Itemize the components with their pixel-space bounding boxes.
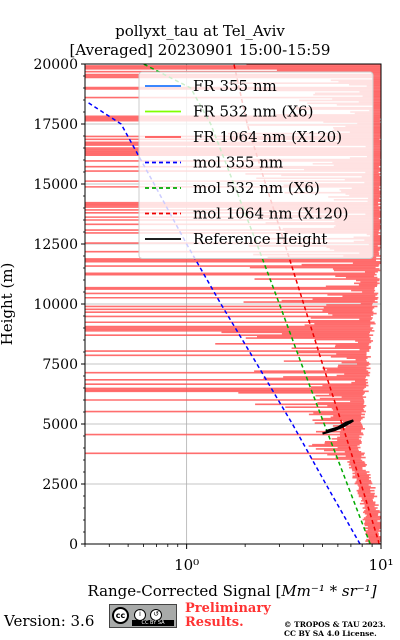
legend-label: mol 532 nm (X6) xyxy=(193,179,320,197)
version-label: Version: 3.6 xyxy=(4,612,95,630)
tick-layer: 0 2500 5000 7500 10000 12500 15000 17500 20000 10… xyxy=(33,57,393,574)
x-axis-label-exponent: ⁻¹ * sr⁻¹] xyxy=(311,582,377,600)
copyright-line-1: © TROPOS & TAU 2023. xyxy=(284,620,386,629)
copyright-line-2: CC BY SA 4.0 License. xyxy=(284,629,377,638)
y-tick-label: 15000 xyxy=(33,177,78,193)
preliminary-notice: Preliminary Results. xyxy=(185,602,271,630)
legend-label: Reference Height xyxy=(193,230,327,248)
y-tick-label: 12500 xyxy=(33,237,78,253)
x-tick-label: 10⁰ xyxy=(174,556,199,574)
y-tick-label: 5000 xyxy=(42,417,78,433)
legend-label: FR 355 nm xyxy=(193,77,277,95)
x-axis-label: Range-Corrected Signal [Mm⁻¹ * sr⁻¹] xyxy=(87,582,376,600)
cc-license-badge: cc i ↺ CC BY SA xyxy=(109,604,177,628)
legend-label: FR 532 nm (X6) xyxy=(193,103,313,121)
y-axis-label: Height (m) xyxy=(0,263,16,346)
x-axis-label-unit: Mm xyxy=(280,582,311,600)
legend-label: FR 1064 nm (X120) xyxy=(193,128,342,146)
y-tick-label: 17500 xyxy=(33,117,78,133)
x-axis-label-text: Range-Corrected Signal [ xyxy=(87,582,281,600)
chart-title-line-2: [Averaged] 20230901 15:00-15:59 xyxy=(69,41,331,59)
legend-label: mol 1064 nm (X120) xyxy=(193,205,348,223)
y-tick-label: 20000 xyxy=(33,57,78,73)
copyright-notice: © TROPOS & TAU 2023. CC BY SA 4.0 Licens… xyxy=(284,620,386,638)
y-tick-label: 10000 xyxy=(33,297,78,313)
x-tick-label: 10¹ xyxy=(368,556,393,574)
preliminary-line-1: Preliminary xyxy=(185,601,271,616)
preliminary-line-2: Results. xyxy=(185,615,244,630)
y-tick-label: 2500 xyxy=(42,477,78,493)
license-strip: CC BY SA xyxy=(132,620,174,626)
y-tick-label: 7500 xyxy=(42,357,78,373)
y-tick-label: 0 xyxy=(69,537,78,553)
series-reference-height xyxy=(322,419,354,435)
legend: FR 355 nm FR 532 nm (X6) FR 1064 nm (X120)… xyxy=(138,71,374,259)
cc-icon: cc xyxy=(112,607,129,624)
series-mol-355-nm xyxy=(87,101,361,544)
chart-title-line-1: pollyxt_tau at Tel_Aviv xyxy=(115,22,285,40)
legend-label: mol 355 nm xyxy=(193,154,283,172)
legend-box xyxy=(138,71,374,259)
